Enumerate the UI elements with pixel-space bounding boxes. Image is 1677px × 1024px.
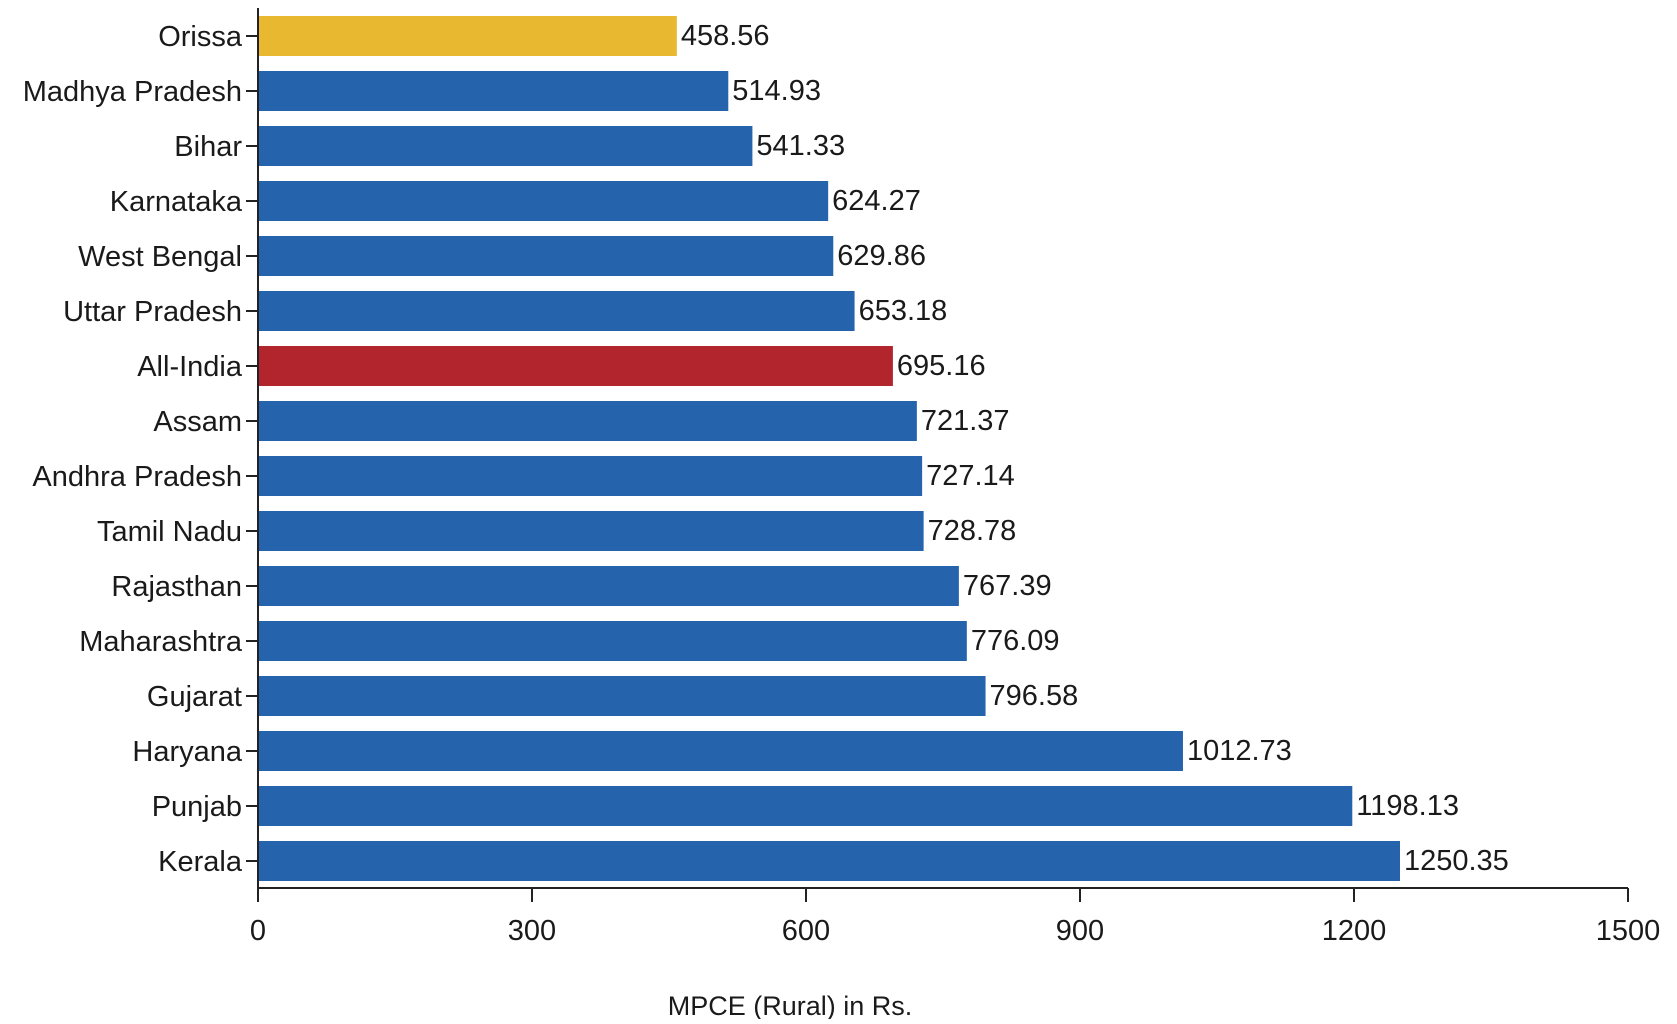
bar-madhya-pradesh bbox=[258, 71, 729, 111]
category-label-haryana: Haryana bbox=[132, 736, 242, 768]
category-label-kerala: Kerala bbox=[158, 846, 243, 878]
value-label-haryana: 1012.73 bbox=[1187, 735, 1292, 767]
bar-bihar bbox=[258, 126, 753, 166]
value-label-maharashtra: 776.09 bbox=[971, 625, 1060, 657]
category-labels-layer: Orissa Madhya Pradesh Bihar Karnataka West B… bbox=[23, 21, 243, 878]
value-label-bihar: 541.33 bbox=[756, 130, 845, 162]
x-tick-label-600: 600 bbox=[782, 915, 830, 947]
category-label-west-bengal: West Bengal bbox=[78, 241, 242, 273]
value-label-all-india: 695.16 bbox=[897, 350, 986, 382]
value-label-madhya-pradesh: 514.93 bbox=[732, 75, 821, 107]
value-label-west-bengal: 629.86 bbox=[837, 240, 926, 272]
value-label-orissa: 458.56 bbox=[681, 20, 770, 52]
category-label-maharashtra: Maharashtra bbox=[79, 626, 243, 658]
bar-all-india bbox=[258, 346, 893, 386]
category-label-karnataka: Karnataka bbox=[110, 186, 243, 218]
bar-haryana bbox=[258, 731, 1183, 771]
value-label-assam: 721.37 bbox=[921, 405, 1010, 437]
x-axis-title: MPCE (Rural) in Rs. bbox=[668, 991, 913, 1019]
x-tick-label-900: 900 bbox=[1056, 915, 1104, 947]
value-label-andhra-pradesh: 727.14 bbox=[926, 460, 1015, 492]
value-label-kerala: 1250.35 bbox=[1404, 845, 1509, 877]
value-label-rajasthan: 767.39 bbox=[963, 570, 1052, 602]
bar-tamil-nadu bbox=[258, 511, 924, 551]
category-label-tamil-nadu: Tamil Nadu bbox=[97, 516, 242, 548]
bar-punjab bbox=[258, 786, 1353, 826]
category-label-bihar: Bihar bbox=[174, 131, 242, 163]
x-tick-label-300: 300 bbox=[508, 915, 556, 947]
x-tick-label-1500: 1500 bbox=[1596, 915, 1661, 947]
category-label-orissa: Orissa bbox=[158, 21, 243, 53]
category-label-all-india: All-India bbox=[137, 351, 243, 383]
bar-maharashtra bbox=[258, 621, 967, 661]
category-label-madhya-pradesh: Madhya Pradesh bbox=[23, 76, 242, 108]
category-label-uttar-pradesh: Uttar Pradesh bbox=[63, 296, 242, 328]
bar-orissa bbox=[258, 16, 677, 56]
bar-gujarat bbox=[258, 676, 986, 716]
bar-uttar-pradesh bbox=[258, 291, 855, 331]
x-tick-label-1200: 1200 bbox=[1322, 915, 1387, 947]
bar-rajasthan bbox=[258, 566, 959, 606]
category-label-assam: Assam bbox=[153, 406, 242, 438]
bar-kerala bbox=[258, 841, 1400, 881]
value-label-uttar-pradesh: 653.18 bbox=[859, 295, 948, 327]
bars-layer bbox=[258, 16, 1400, 881]
value-labels-layer: 458.56 514.93 541.33 624.27 629.86 653.18 695.… bbox=[681, 20, 1509, 877]
bar-andhra-pradesh bbox=[258, 456, 923, 496]
category-label-rajasthan: Rajasthan bbox=[111, 571, 242, 603]
x-tick-label-0: 0 bbox=[250, 915, 266, 947]
category-label-andhra-pradesh: Andhra Pradesh bbox=[32, 461, 242, 493]
value-label-tamil-nadu: 728.78 bbox=[928, 515, 1017, 547]
bar-west-bengal bbox=[258, 236, 834, 276]
value-label-gujarat: 796.58 bbox=[990, 680, 1079, 712]
bar-assam bbox=[258, 401, 917, 441]
category-label-gujarat: Gujarat bbox=[147, 681, 242, 713]
axes-layer: 0 300 600 900 1200 1500 bbox=[246, 8, 1660, 947]
value-label-punjab: 1198.13 bbox=[1356, 790, 1459, 822]
bar-karnataka bbox=[258, 181, 829, 221]
value-label-karnataka: 624.27 bbox=[832, 185, 921, 217]
category-label-punjab: Punjab bbox=[152, 791, 242, 823]
